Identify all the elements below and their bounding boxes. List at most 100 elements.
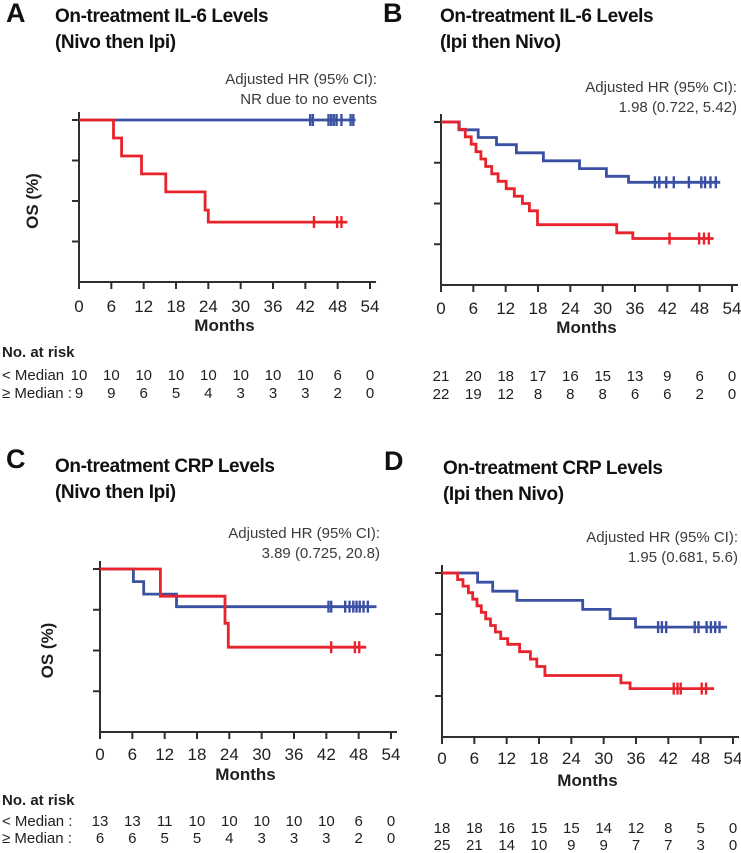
panel-c-title-line2: (Nivo then Ipi) xyxy=(55,482,176,503)
panel-a-risk-value: 10 xyxy=(200,367,217,384)
panel-c-km-curve-blue xyxy=(100,567,377,609)
panel-b-x-tick-label: 48 xyxy=(690,299,709,318)
panel-a-title-line1: On-treatment IL-6 Levels xyxy=(55,6,269,27)
panel-d-risk-value: 0 xyxy=(729,837,737,853)
panel-d-risk-value: 21 xyxy=(466,837,483,853)
panel-b-risk-value: 22 xyxy=(433,386,450,403)
panel-d-risk-value: 12 xyxy=(628,820,645,837)
panel-b-risk-value: 8 xyxy=(566,386,574,403)
panel-b-risk-value: 15 xyxy=(594,368,611,385)
panel-a-hr-annotation: Adjusted HR (95% CI): NR due to no event… xyxy=(225,70,377,110)
panel-d-risk-value: 18 xyxy=(466,820,483,837)
panel-d-axes xyxy=(441,565,740,738)
panel-c-hr-line1: Adjusted HR (95% CI): xyxy=(228,525,380,542)
panel-a-risk-value: 10 xyxy=(265,367,282,384)
panel-b-risk-value: 0 xyxy=(728,386,736,403)
panel-c-hr-annotation: Adjusted HR (95% CI): 3.89 (0.725, 20.8) xyxy=(228,524,380,564)
panel-a-title-line2: (Nivo then Ipi) xyxy=(55,32,176,53)
panel-c-risk-value: 13 xyxy=(124,813,141,830)
panel-d-risk-value: 18 xyxy=(434,820,451,837)
panel-c-x-axis-label: Months xyxy=(215,765,275,784)
panel-b-risk-value: 8 xyxy=(534,386,542,403)
panel-a-x-tick-label: 36 xyxy=(264,297,283,316)
panel-a-x-axis-label: Months xyxy=(194,316,254,335)
panel-d-title: On-treatment CRP Levels (Ipi then Nivo) xyxy=(443,456,663,508)
panel-d-x-tick-label: 18 xyxy=(530,749,549,768)
panel-a-x-tick-label: 30 xyxy=(231,297,250,316)
panel-a-risk-value: 10 xyxy=(297,367,314,384)
panel-c-x-tick-label: 12 xyxy=(155,745,174,764)
panel-a-risk-value: 3 xyxy=(236,385,244,402)
panel-c-risk-header: No. at risk xyxy=(2,792,75,809)
panel-b-risk-value: 18 xyxy=(497,368,514,385)
panel-a-hr-line2: NR due to no events xyxy=(240,91,377,108)
panel-b-x-tick-label: 12 xyxy=(496,299,515,318)
panel-b-hr-line1: Adjusted HR (95% CI): xyxy=(585,79,737,96)
panel-b-risk-value: 9 xyxy=(663,368,671,385)
panel-c-risk-value: 10 xyxy=(286,813,303,830)
panel-c-hr-line2: 3.89 (0.725, 20.8) xyxy=(261,545,380,562)
panel-c-x-tick-label: 0 xyxy=(95,745,104,764)
panel-c-title-line1: On-treatment CRP Levels xyxy=(55,456,275,477)
panel-d-risk-value: 8 xyxy=(664,820,672,837)
panel-c-x-tick-label: 30 xyxy=(252,745,271,764)
panel-b-x-tick-label: 54 xyxy=(723,299,741,318)
panel-a-x-tick-label: 0 xyxy=(74,297,83,316)
panel-a-risk-value: 9 xyxy=(75,385,83,402)
panel-c-risk-value: 10 xyxy=(253,813,270,830)
panel-a-risk-value: 10 xyxy=(232,367,249,384)
panel-d-risk-value: 5 xyxy=(697,820,705,837)
panel-d-x-tick-label: 24 xyxy=(562,749,581,768)
panel-c-risk-row-label-blue: < Median : xyxy=(2,813,72,830)
panel-d-x-tick-label: 30 xyxy=(594,749,613,768)
panel-b-x-tick-label: 0 xyxy=(436,299,445,318)
panel-d-x-tick-label: 6 xyxy=(470,749,479,768)
panel-b-letter: B xyxy=(383,0,403,28)
panel-d-x-tick-label: 12 xyxy=(497,749,516,768)
panel-a-risk-row-label-blue: < Median xyxy=(2,367,64,384)
panel-b-risk-value: 17 xyxy=(530,368,547,385)
panel-d-risk-value: 14 xyxy=(595,820,612,837)
panel-a-letter: A xyxy=(6,0,26,28)
panel-b-risk-value: 0 xyxy=(728,368,736,385)
panel-b-risk-value: 6 xyxy=(696,368,704,385)
panel-d-risk-value: 7 xyxy=(632,837,640,853)
panel-b-x-tick-label: 42 xyxy=(658,299,677,318)
panel-c-risk-value: 5 xyxy=(193,830,201,847)
panel-b-risk-value: 6 xyxy=(663,386,671,403)
panel-b-title-line1: On-treatment IL-6 Levels xyxy=(440,6,654,27)
panel-a-risk-value: 9 xyxy=(107,385,115,402)
panel-d-risk-value: 16 xyxy=(498,820,515,837)
panel-b-km-curve-red xyxy=(441,120,714,240)
panel-c-x-tick-label: 24 xyxy=(220,745,239,764)
panel-b-risk-value: 6 xyxy=(631,386,639,403)
panel-d-hr-annotation: Adjusted HR (95% CI): 1.95 (0.681, 5.6) xyxy=(586,528,738,568)
panel-b-risk-value: 8 xyxy=(598,386,606,403)
panel-a-risk-value: 10 xyxy=(135,367,152,384)
panel-a-hr-line1: Adjusted HR (95% CI): xyxy=(225,71,377,88)
panel-d-risk-value: 9 xyxy=(599,837,607,853)
panel-b-x-tick-label: 24 xyxy=(561,299,580,318)
panel-a-risk-value: 0 xyxy=(366,385,374,402)
panel-c-x-tick-label: 18 xyxy=(188,745,207,764)
panel-b-x-axis-label: Months xyxy=(556,318,616,337)
panel-d-risk-value: 15 xyxy=(563,820,580,837)
panel-a-x-tick-label: 42 xyxy=(296,297,315,316)
panel-a-risk-value: 3 xyxy=(301,385,309,402)
panel-d-risk-value: 25 xyxy=(434,837,451,853)
panel-d-x-tick-label: 54 xyxy=(724,749,741,768)
panel-c-x-tick-label: 6 xyxy=(128,745,137,764)
panel-c-risk-value: 4 xyxy=(225,830,233,847)
panel-a-risk-value: 4 xyxy=(204,385,212,402)
panel-d-risk-value: 10 xyxy=(531,837,548,853)
panel-d-x-tick-label: 36 xyxy=(627,749,646,768)
panel-d-risk-value: 9 xyxy=(567,837,575,853)
panel-b-hr-line2: 1.98 (0.722, 5.42) xyxy=(618,99,737,116)
panel-b-x-tick-label: 36 xyxy=(626,299,645,318)
panel-a-x-tick-label: 24 xyxy=(199,297,218,316)
panel-a-risk-value: 10 xyxy=(168,367,185,384)
panel-d-title-line2: (Ipi then Nivo) xyxy=(443,484,564,505)
panel-d-km-curve-red xyxy=(442,571,715,690)
